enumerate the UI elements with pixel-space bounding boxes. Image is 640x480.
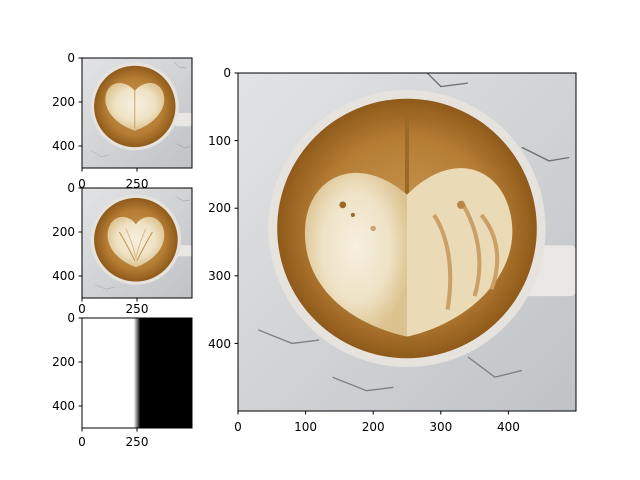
x-tick-label: 250 xyxy=(126,302,149,316)
y-tick-label: 0 xyxy=(67,181,75,195)
y-axis: 0 200 400 xyxy=(52,51,82,153)
y-axis: 0 200 400 xyxy=(52,311,82,413)
latte-image-reference xyxy=(82,188,192,298)
y-tick-label: 0 xyxy=(67,311,75,325)
y-tick-label: 400 xyxy=(52,399,75,413)
latte-image-blended xyxy=(238,73,576,411)
y-tick-label: 400 xyxy=(52,139,75,153)
x-axis xyxy=(81,168,138,172)
y-tick-label: 200 xyxy=(52,355,75,369)
x-axis: 0 250 xyxy=(78,298,148,316)
y-axis: 0 100 200 300 400 xyxy=(208,66,238,351)
x-tick-label: 400 xyxy=(497,420,520,434)
y-axis: 0 200 400 xyxy=(52,181,82,283)
x-tick-label: 250 xyxy=(126,435,149,449)
x-tick-label: 0 xyxy=(78,177,86,191)
x-tick-label: 300 xyxy=(429,420,452,434)
x-axis: 0 250 xyxy=(78,428,148,449)
subplot-blended: 0 100 200 300 400 0 100 200 300 400 xyxy=(208,66,577,434)
x-tick-label: 0 xyxy=(234,420,242,434)
y-tick-label: 200 xyxy=(208,201,231,215)
x-tick-label: 0 xyxy=(78,435,86,449)
x-tick-label: 200 xyxy=(362,420,385,434)
y-tick-label: 200 xyxy=(52,225,75,239)
x-tick-label: 0 xyxy=(78,302,86,316)
subplot-reference: 0 250 0 200 400 0 250 xyxy=(52,177,193,316)
y-tick-label: 0 xyxy=(67,51,75,65)
subplot-mask: 0 200 400 0 250 xyxy=(52,311,193,449)
latte-image-original xyxy=(82,58,192,168)
y-tick-label: 400 xyxy=(208,337,231,351)
y-tick-label: 200 xyxy=(52,95,75,109)
x-axis: 0 100 200 300 400 xyxy=(234,411,520,434)
y-tick-label: 300 xyxy=(208,269,231,283)
subplot-original: 0 200 400 xyxy=(52,51,193,172)
y-tick-label: 100 xyxy=(208,134,231,148)
y-tick-label: 0 xyxy=(223,66,231,80)
axes-frame xyxy=(237,72,577,412)
blend-mask-image xyxy=(82,318,192,428)
x-tick-label: 250 xyxy=(126,177,149,191)
y-tick-label: 400 xyxy=(52,269,75,283)
x-tick-label: 100 xyxy=(294,420,317,434)
